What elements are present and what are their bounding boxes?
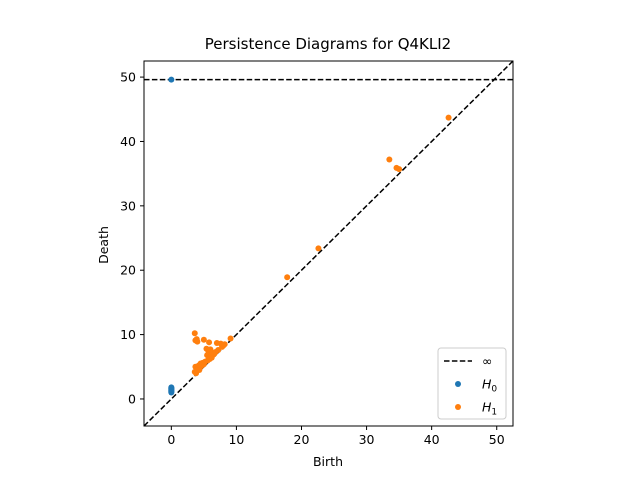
legend: ∞ H0 H1 bbox=[437, 347, 507, 420]
data-point-h1 bbox=[315, 245, 322, 252]
legend-box bbox=[437, 347, 507, 420]
axes: 0 10 20 30 40 50 0 10 20 30 40 50 bbox=[120, 60, 514, 447]
x-tick-label: 30 bbox=[359, 432, 375, 447]
chart-title: Persistence Diagrams for Q4KLI2 bbox=[205, 35, 451, 53]
y-tick-label: 0 bbox=[128, 391, 136, 406]
x-tick-label: 50 bbox=[489, 432, 505, 447]
x-axis-label: Birth bbox=[313, 454, 343, 469]
x-tick-label: 0 bbox=[167, 432, 175, 447]
x-tick-label: 40 bbox=[424, 432, 440, 447]
legend-h0-swatch bbox=[455, 381, 461, 387]
legend-label: H1 bbox=[482, 400, 497, 418]
y-axis-label: Death bbox=[96, 226, 111, 264]
y-tick-label: 50 bbox=[120, 70, 136, 85]
plot-frame bbox=[143, 60, 514, 427]
data-point-h1 bbox=[194, 338, 201, 345]
data-point-h1 bbox=[202, 358, 209, 365]
data-point-h1 bbox=[210, 351, 217, 358]
data-point-h1 bbox=[284, 274, 291, 281]
x-tick-label: 20 bbox=[294, 432, 310, 447]
data-point-h0 bbox=[168, 76, 175, 83]
y-tick-label: 20 bbox=[120, 263, 136, 278]
legend-h1-swatch bbox=[455, 404, 461, 410]
data-point-h1 bbox=[196, 366, 203, 373]
data-point-h1 bbox=[206, 356, 213, 363]
y-tick-label: 40 bbox=[120, 134, 136, 149]
legend-label: ∞ bbox=[482, 354, 492, 369]
y-tick-label: 30 bbox=[120, 198, 136, 213]
data-point-h1 bbox=[386, 156, 393, 163]
data-point-h1 bbox=[396, 166, 403, 173]
plot-area bbox=[143, 60, 514, 427]
x-tick-label: 10 bbox=[228, 432, 244, 447]
y-tick-label: 10 bbox=[120, 327, 136, 342]
data-point-h1 bbox=[200, 336, 207, 343]
data-point-h1 bbox=[445, 114, 452, 121]
data-point-h1 bbox=[227, 335, 234, 342]
legend-label: H0 bbox=[482, 377, 497, 395]
data-point-h0 bbox=[168, 384, 175, 391]
data-point-h1 bbox=[191, 330, 198, 337]
data-point-h1 bbox=[220, 342, 227, 349]
data-point-h1 bbox=[206, 339, 213, 346]
